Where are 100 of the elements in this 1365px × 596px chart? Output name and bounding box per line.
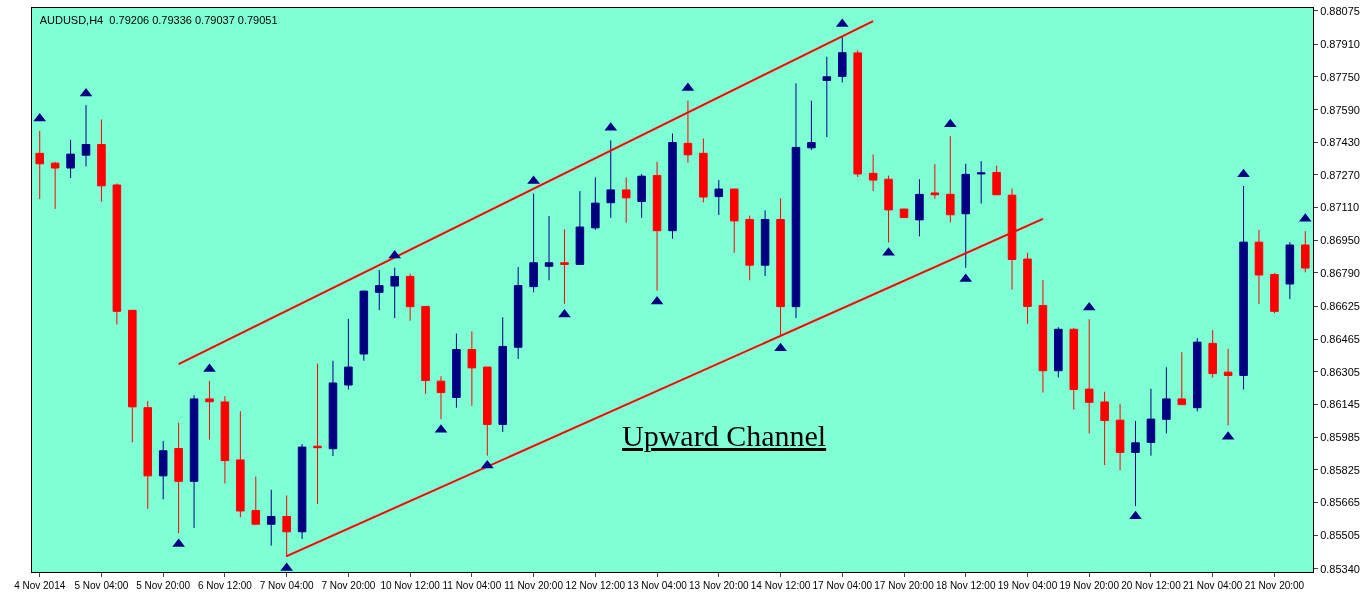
candlestick	[822, 56, 832, 138]
candlestick	[374, 269, 384, 311]
point	[33, 112, 47, 122]
candlestick	[853, 49, 862, 178]
candlestick	[220, 395, 230, 484]
candlestick	[513, 266, 523, 360]
x-tick-label: 11 Nov 20:00	[504, 580, 564, 591]
candlestick	[807, 100, 816, 151]
candlestick	[128, 309, 137, 443]
candlestick	[498, 316, 508, 433]
x-tick-label: 21 Nov 20:00	[1244, 580, 1305, 591]
candlestick	[1270, 272, 1279, 314]
candlestick	[359, 290, 369, 362]
candlestick	[1069, 327, 1079, 411]
y-tick-label: 0.87110	[1320, 201, 1360, 214]
x-tick-label: 14 Nov 12:00	[750, 580, 811, 591]
candlestick	[112, 183, 122, 326]
candlestick	[621, 176, 631, 224]
text: AUDUSD,H4 0.79206 0.79336 0.79037 0.79051	[39, 14, 278, 27]
candlestick	[837, 35, 847, 84]
candlestick	[683, 100, 693, 164]
annotation: Upward Channel	[622, 419, 827, 452]
candlestick	[1131, 420, 1140, 507]
y-tick-label: 0.85505	[1320, 529, 1360, 542]
point	[558, 308, 571, 318]
candlestick	[976, 160, 986, 205]
candlestick	[1054, 326, 1063, 378]
x-tick-label: 18 Nov 12:00	[935, 580, 996, 591]
candlestick	[745, 215, 754, 281]
candlestick	[158, 440, 168, 500]
y-tick-label: 0.85665	[1320, 496, 1360, 509]
candlestick	[961, 163, 971, 269]
candlestick	[1162, 366, 1171, 434]
candlestick	[1115, 403, 1125, 471]
y-tick-label: 0.86790	[1320, 266, 1360, 279]
x-tick-label: 21 Nov 04:00	[1182, 580, 1243, 591]
y-tick-label: 0.86305	[1320, 365, 1360, 378]
candlestick	[1023, 252, 1032, 325]
x-tick-label: 13 Nov 20:00	[689, 580, 749, 591]
candlestick	[1084, 318, 1094, 434]
candlestick	[50, 161, 60, 210]
candlestick	[699, 137, 708, 203]
candlestick	[421, 305, 430, 395]
candlestick	[1146, 388, 1156, 457]
candlestick	[668, 133, 677, 240]
candlestick	[791, 82, 801, 319]
y-tick-label: 0.86465	[1320, 333, 1360, 346]
x-tick-label: 4 Nov 2014	[14, 580, 66, 591]
y-tick-label: 0.86950	[1320, 234, 1360, 247]
candlestick	[266, 489, 276, 547]
point	[1129, 510, 1142, 520]
y-tick-label: 0.85825	[1320, 463, 1360, 476]
y-tick-label: 0.85340	[1320, 562, 1360, 575]
candlestick	[544, 215, 554, 281]
x-tick-label: 19 Nov 20:00	[1059, 580, 1120, 591]
candlestick	[930, 163, 940, 200]
candlestick	[174, 422, 183, 534]
x-tick-label: 20 Nov 12:00	[1121, 580, 1182, 591]
x-tick-label: 19 Nov 04:00	[997, 580, 1058, 591]
candlestick	[760, 209, 770, 277]
candlestick	[1254, 229, 1264, 305]
candlestick	[483, 366, 492, 457]
candlestick	[1038, 279, 1048, 394]
x-tick-label: 13 Nov 04:00	[627, 580, 688, 591]
y-tick-label: 0.87910	[1320, 38, 1360, 51]
candlestick	[1208, 329, 1217, 378]
x-tick-label: 6 Nov 12:00	[197, 580, 253, 591]
candlestick	[591, 176, 600, 231]
point	[774, 342, 787, 352]
candlestick	[81, 104, 91, 167]
point	[480, 459, 494, 469]
x-tick-label: 10 Nov 12:00	[380, 580, 441, 591]
candlestick	[1100, 391, 1109, 466]
candlestick	[66, 139, 75, 179]
candlestick	[143, 400, 153, 510]
candlestick	[189, 394, 199, 529]
y-tick-label: 0.85985	[1320, 431, 1360, 444]
candlestick	[575, 190, 585, 265]
candlestick	[236, 410, 245, 518]
candlestick	[652, 161, 662, 292]
x-tick-label: 12 Nov 12:00	[565, 580, 626, 591]
point	[1082, 301, 1096, 311]
x-tick-label: 7 Nov 04:00	[259, 580, 315, 591]
candlestick	[251, 475, 261, 525]
candlestick	[436, 375, 446, 420]
candlestick	[1285, 241, 1295, 300]
candlestick	[1301, 230, 1310, 273]
candlestick	[452, 333, 461, 409]
x-tick-label: 11 Nov 04:00	[442, 580, 502, 591]
candlestick	[1177, 351, 1187, 406]
candlestick	[328, 360, 338, 457]
y-tick-label: 0.87270	[1320, 168, 1360, 181]
point	[943, 118, 957, 128]
candlestick	[97, 118, 106, 203]
y-tick-label: 0.87430	[1320, 136, 1360, 149]
candlestick	[884, 175, 893, 244]
candlestick	[205, 380, 214, 441]
x-tick-label: 17 Nov 20:00	[874, 580, 935, 591]
y-tick-label: 0.88075	[1320, 4, 1360, 17]
candlestick	[344, 318, 353, 391]
